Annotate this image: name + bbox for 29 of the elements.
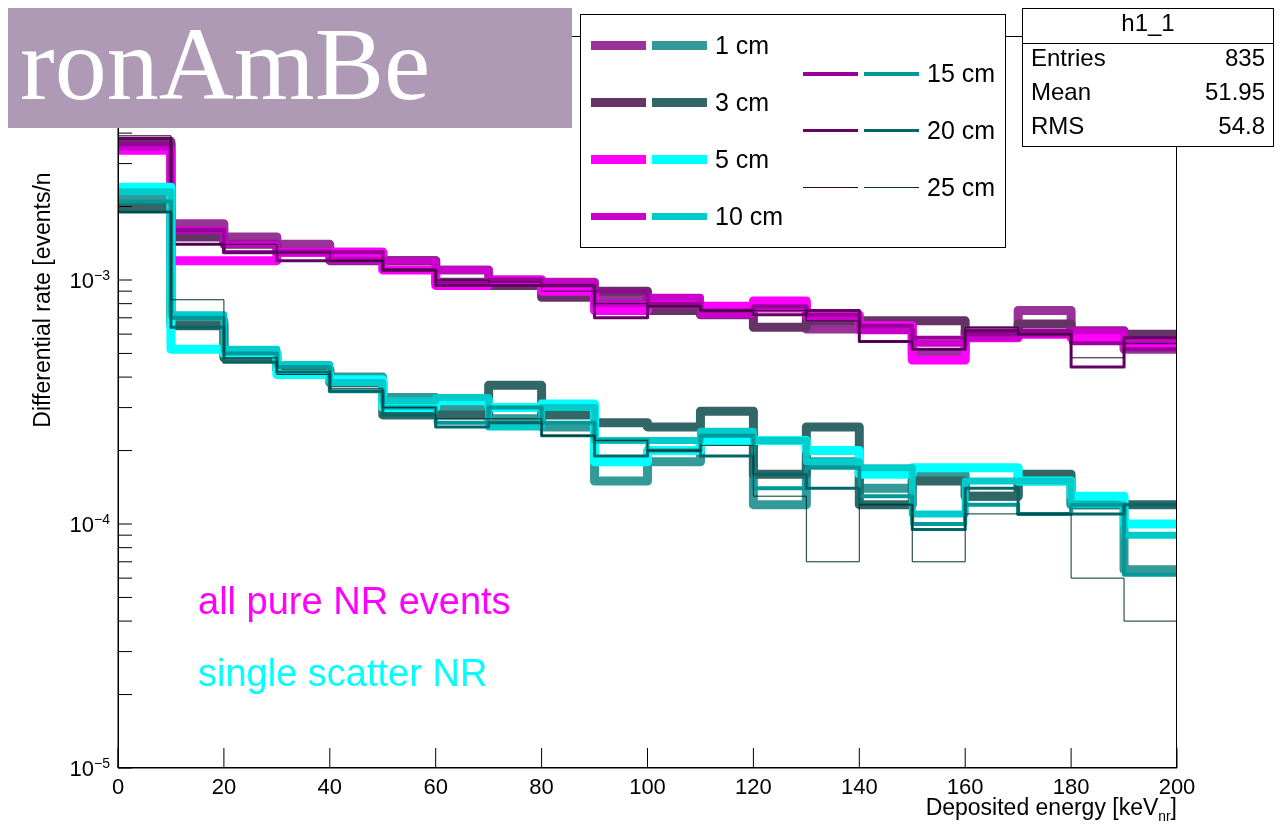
annotation: h1_1 [1023,9,1273,44]
annotation: Entries [1031,44,1106,73]
legend-label: 1 cm [715,31,770,60]
x-tick-label: 40 [317,774,343,799]
text: 51.95 [1204,78,1265,107]
x-tick-label: 140 [840,774,878,799]
annotation: RMS [1031,112,1085,141]
y-tick-label: 10$^{−4}$ [69,510,111,537]
x-tick-label: 0 [111,774,125,799]
y-tick-label: 10$^{−3}$ [69,266,111,293]
x-tick-label: 120 [735,774,772,799]
chart-title: ronAmBe [8,6,572,128]
legend-label: 20 cm [927,116,996,145]
x-tick-label: 80 [529,774,554,799]
annotation: all pure NR events [198,580,511,623]
annotation: single scatter NR [198,652,488,695]
annotation: Mean [1031,78,1092,107]
text: 835 [1224,44,1265,73]
x-tick-label: 60 [423,774,448,799]
legend-label: 25 cm [927,173,996,202]
text: 54.8 [1218,112,1265,141]
y-tick-label: 10$^{−5}$ [69,754,111,781]
y-axis-title: Differential rate [events/n [28,172,55,428]
legend-label: 5 cm [715,145,770,174]
legend-label: 10 cm [715,202,784,231]
legend-label: 3 cm [715,88,770,117]
legend-label: 15 cm [927,59,996,88]
x-tick-label: 20 [211,774,237,799]
x-tick-label: 100 [629,774,666,799]
